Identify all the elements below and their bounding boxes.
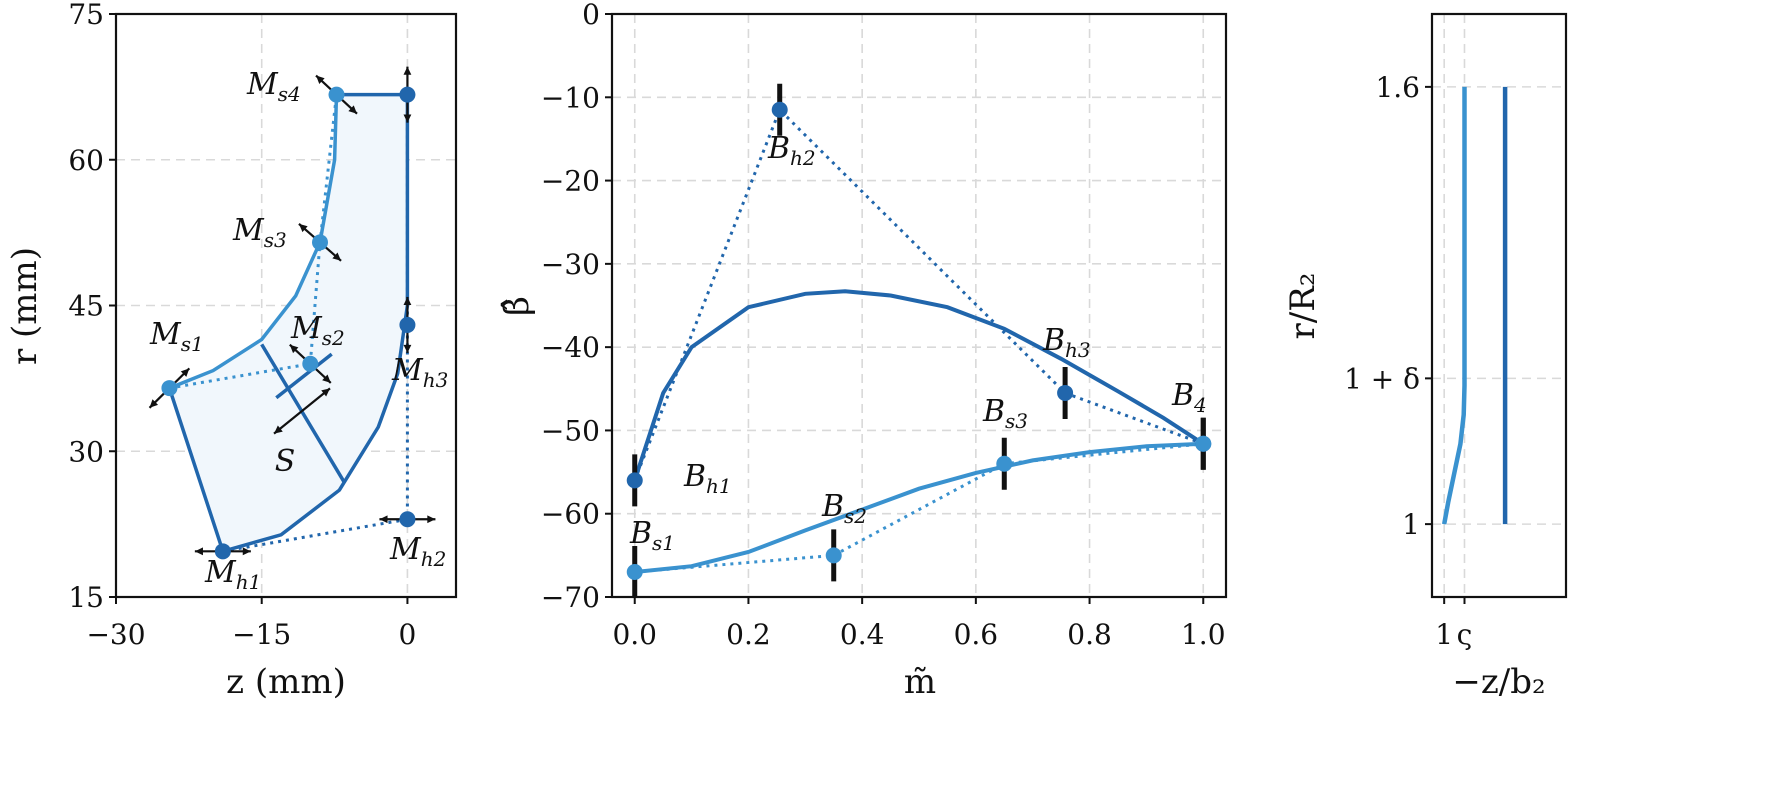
shroud-beta-curve (634, 441, 1204, 574)
arrow-head (316, 75, 325, 84)
plot-frame (1430, 12, 1568, 599)
thickness-panel: 1 ς11 + δ1.6−z/b₂r/R₂ (1283, 12, 1568, 702)
arrow-head (180, 368, 190, 377)
shroud-control-point[interactable] (825, 547, 842, 564)
label-mh3: Mh3 (391, 353, 448, 392)
label-bh1: Bh1 (683, 459, 732, 498)
hub-beta-curve (632, 289, 1205, 482)
y-tick-label: −10 (541, 81, 600, 114)
arrow-head (332, 252, 342, 261)
y-tick-label: 1 (1402, 508, 1420, 541)
quasi-normal-line (260, 343, 346, 484)
arrow-head (403, 66, 412, 75)
y-tick-label: −40 (541, 331, 600, 364)
label-bs3: Bs3 (982, 394, 1028, 433)
arrow-head (403, 344, 412, 353)
x-tick-label: 1 (1435, 618, 1453, 651)
y-axis-label: r/R₂ (1283, 273, 1323, 340)
y-tick-label: −30 (541, 248, 600, 281)
arrow-head (289, 344, 299, 354)
meridional-profile-panel: Ms4 Ms3 Ms1 Ms2 Mh3 Mh2 Mh1 S −30 −15 0 15 30 45 60 75 z… (5, 0, 458, 702)
shroud-control-point[interactable] (302, 355, 319, 372)
shroud-curve (168, 94, 339, 390)
arrow-head (321, 388, 330, 397)
label-mh1: Mh1 (204, 555, 261, 594)
x-axis-label: z (mm) (226, 662, 346, 702)
passage-fill (169, 94, 408, 552)
x-tick-label: −15 (232, 618, 291, 651)
label-bh2: Bh2 (767, 131, 816, 170)
arrow-head (348, 105, 358, 114)
label-mh2: Mh2 (389, 532, 446, 571)
arrow-head (274, 425, 283, 434)
hub-control-point[interactable] (399, 86, 416, 103)
arrow-head (379, 515, 388, 524)
hub-control-point[interactable] (1057, 384, 1074, 401)
label-ms1: Ms1 (149, 317, 204, 356)
y-tick-label: −60 (541, 498, 600, 531)
label-ms4: Ms4 (246, 67, 301, 106)
hub-control-polygon (633, 107, 1204, 481)
hub-control-point[interactable] (399, 316, 416, 333)
arrow-head (149, 399, 159, 408)
shroud-control-point[interactable] (161, 380, 178, 397)
arrow-head (194, 547, 203, 556)
shroud-control-point[interactable] (328, 86, 345, 103)
shroud-control-point[interactable] (1195, 435, 1212, 452)
hub-control-point[interactable] (214, 543, 231, 560)
hub-control-point[interactable] (399, 511, 416, 528)
y-tick-label: 1 + δ (1344, 362, 1420, 395)
arrow-head (322, 374, 331, 383)
x-axis-label: m̃ (904, 662, 936, 702)
y-tick-label: 45 (68, 290, 104, 323)
plot-frame (610, 12, 1228, 599)
y-tick-label: 1.6 (1375, 71, 1420, 104)
y-tick-label: −20 (541, 165, 600, 198)
label-s: S (275, 444, 296, 479)
y-tick-label: 30 (68, 435, 104, 468)
shroud-control-point[interactable] (626, 564, 643, 581)
x-tick-label: 1.0 (1181, 618, 1226, 651)
arrow-head (403, 296, 412, 306)
x-tick-label: 0.2 (726, 618, 771, 651)
hub-control-point[interactable] (626, 472, 643, 489)
quasi-normal-line (275, 352, 333, 400)
label-bs1: Bs1 (629, 516, 675, 555)
quasi-normal-arrows (273, 387, 331, 435)
label-b4: B4 (1171, 378, 1207, 417)
y-tick-label: −70 (541, 581, 600, 614)
y-tick-label: 15 (68, 581, 104, 614)
y-tick-label: 60 (68, 144, 104, 177)
y-tick-label: 75 (68, 0, 104, 31)
x-axis-label: −z/b₂ (1452, 662, 1545, 702)
arrow-head (298, 223, 308, 233)
x-tick-label: ς (1457, 618, 1473, 651)
hub-control-point[interactable] (771, 101, 788, 118)
label-bs2: Bs2 (821, 489, 867, 528)
y-tick-label: −50 (541, 414, 600, 447)
blade-angle-panel: Bh1 Bh2 Bh3 B4 Bs1 Bs2 Bs3 0.0 0.2 0.4 0.6 0.8 1.0 0 −… (497, 0, 1228, 702)
shroud-control-polygon (634, 442, 1204, 574)
x-tick-label: 0 (399, 618, 417, 651)
x-tick-label: −30 (86, 618, 145, 651)
inlet-edge (167, 387, 225, 552)
label-ms3: Ms3 (232, 213, 287, 252)
label-ms2: Ms2 (290, 311, 345, 350)
y-tick-label: 0 (582, 0, 600, 31)
shroud-thickness-line (1441, 86, 1467, 525)
x-tick-label: 0.8 (1067, 618, 1112, 651)
shroud-control-point[interactable] (996, 455, 1013, 472)
x-tick-label: 0.6 (954, 618, 999, 651)
y-axis-label: β̂ (497, 296, 537, 316)
arrow-head (427, 515, 436, 524)
x-tick-label: 0.4 (840, 618, 885, 651)
arrow-head (242, 547, 251, 556)
x-tick-label: 0.0 (612, 618, 657, 651)
arrow-head (403, 114, 412, 123)
y-axis-label: r (mm) (5, 247, 45, 365)
label-bh3: Bh3 (1042, 323, 1091, 362)
shroud-control-point[interactable] (312, 234, 328, 251)
